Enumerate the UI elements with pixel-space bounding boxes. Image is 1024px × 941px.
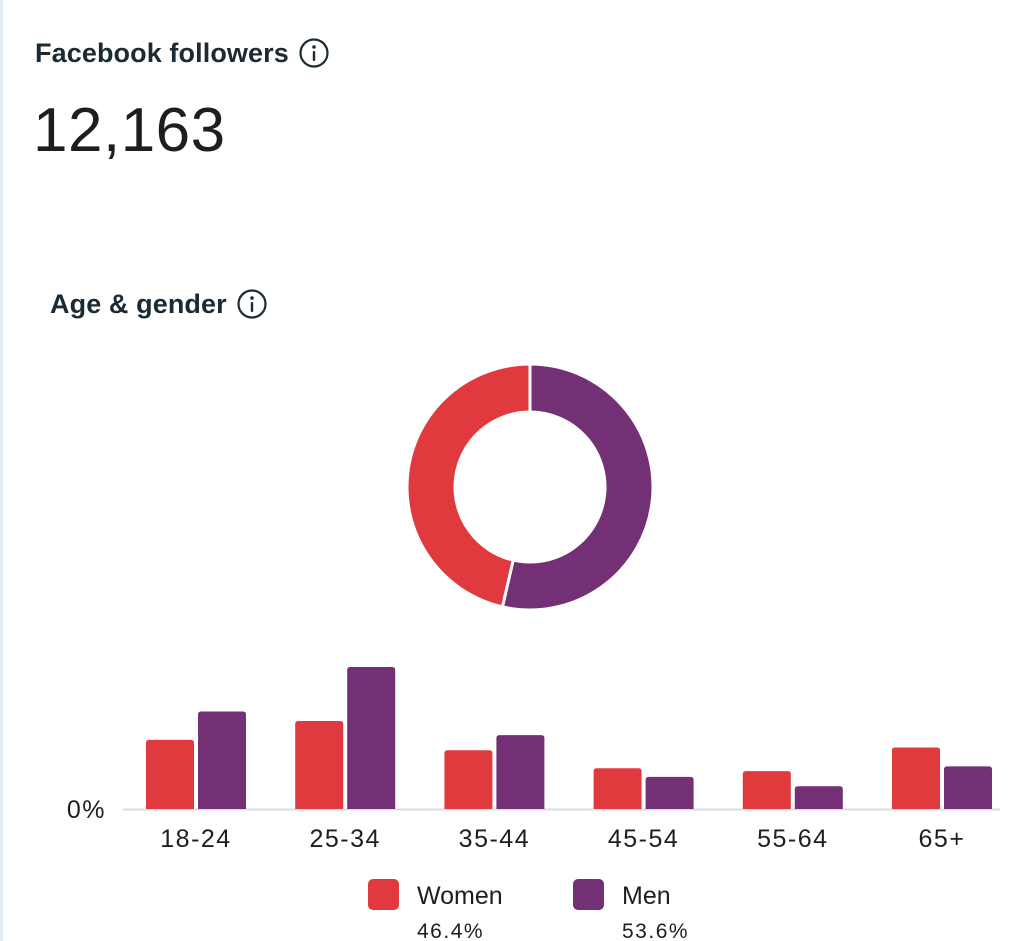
bar-men-25-34[interactable] xyxy=(347,667,396,809)
bar-women-55-64[interactable] xyxy=(742,771,791,809)
info-icon[interactable] xyxy=(298,37,330,69)
age-gender-title: Age & gender xyxy=(50,288,227,319)
bar-women-25-34[interactable] xyxy=(295,720,344,809)
bar-women-35-44[interactable] xyxy=(444,750,493,809)
legend-percent-women: 46.4% xyxy=(417,920,484,941)
bar-women-18-24[interactable] xyxy=(146,739,194,809)
info-icon[interactable] xyxy=(236,288,268,320)
bar-men-65+[interactable] xyxy=(944,766,992,809)
bar-women-65+[interactable] xyxy=(892,747,940,809)
legend-swatch-women xyxy=(368,879,399,910)
followers-count: 12,163 xyxy=(33,96,226,165)
bar-men-55-64[interactable] xyxy=(794,786,843,809)
legend-label-men: Men xyxy=(622,882,671,910)
legend-label-women: Women xyxy=(417,882,503,910)
followers-title: Facebook followers xyxy=(35,37,289,68)
bar-men-45-54[interactable] xyxy=(645,776,694,809)
gender-donut xyxy=(405,362,655,612)
y-tick-label: 0% xyxy=(67,796,106,824)
donut-slice-women[interactable] xyxy=(405,362,532,609)
x-tick-label: 18-24 xyxy=(160,825,231,853)
bar-women-45-54[interactable] xyxy=(593,768,642,809)
x-tick-label: 65+ xyxy=(919,825,966,853)
bar-men-18-24[interactable] xyxy=(198,711,246,809)
x-tick-label: 25-34 xyxy=(309,825,380,853)
chart-legend: Women 46.4% Men 53.6% xyxy=(368,879,689,941)
bar-men-35-44[interactable] xyxy=(496,735,545,809)
donut-slice-men[interactable] xyxy=(500,362,655,612)
panel-edge xyxy=(0,0,3,941)
followers-heading: Facebook followers xyxy=(35,34,330,72)
x-tick-label: 55-64 xyxy=(757,825,828,853)
age-bar-chart: 0% 18-24 25-34 35-44 45-54 55-64 65+ xyxy=(67,667,1000,853)
legend-percent-men: 53.6% xyxy=(622,920,689,941)
x-tick-label: 45-54 xyxy=(608,825,679,853)
x-tick-label: 35-44 xyxy=(459,825,530,853)
legend-swatch-men xyxy=(573,879,604,910)
age-gender-heading: Age & gender xyxy=(50,285,268,323)
